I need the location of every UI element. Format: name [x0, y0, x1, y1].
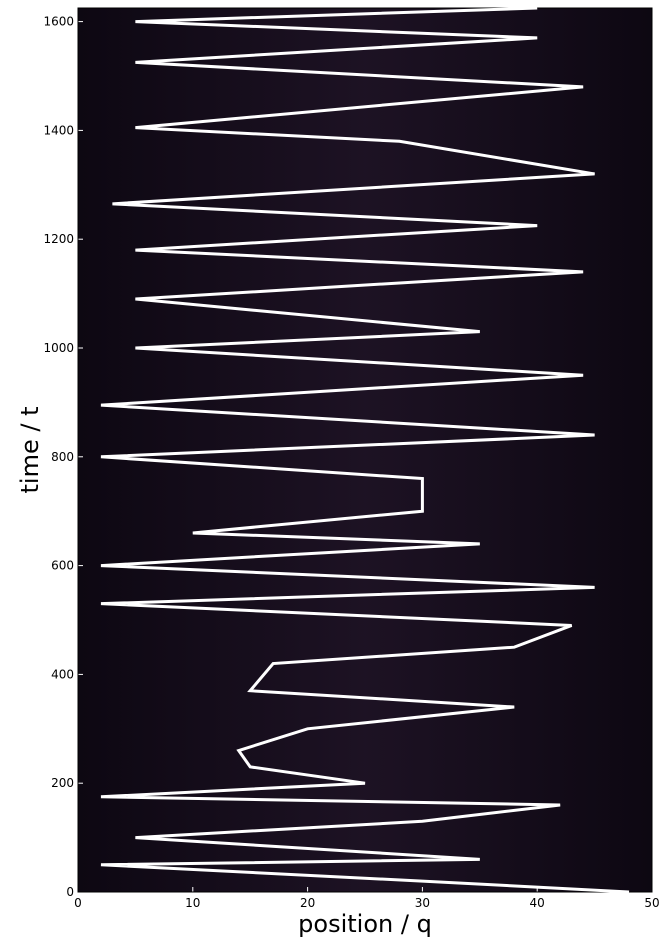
x-tick-label: 0	[74, 896, 82, 910]
y-tick-label: 1400	[43, 123, 74, 137]
y-tick-label: 1200	[43, 232, 74, 246]
y-tick-label: 200	[51, 776, 74, 790]
y-tick-label: 800	[51, 450, 74, 464]
y-tick-label: 1600	[43, 15, 74, 29]
x-tick-label: 40	[530, 896, 545, 910]
x-tick-label: 50	[644, 896, 659, 910]
y-tick-label: 600	[51, 559, 74, 573]
y-tick-label: 1000	[43, 341, 74, 355]
plot-area	[78, 8, 652, 892]
trajectory	[100, 6, 630, 894]
x-axis-label: position / q	[298, 910, 432, 938]
x-tick-label: 20	[300, 896, 315, 910]
y-tick-label: 400	[51, 667, 74, 681]
x-tick-label: 10	[185, 896, 200, 910]
plot-frame	[77, 7, 653, 893]
y-axis-label: time / t	[16, 407, 44, 494]
glow	[78, 8, 652, 892]
y-tick-label: 0	[66, 885, 74, 899]
x-tick-label: 30	[415, 896, 430, 910]
